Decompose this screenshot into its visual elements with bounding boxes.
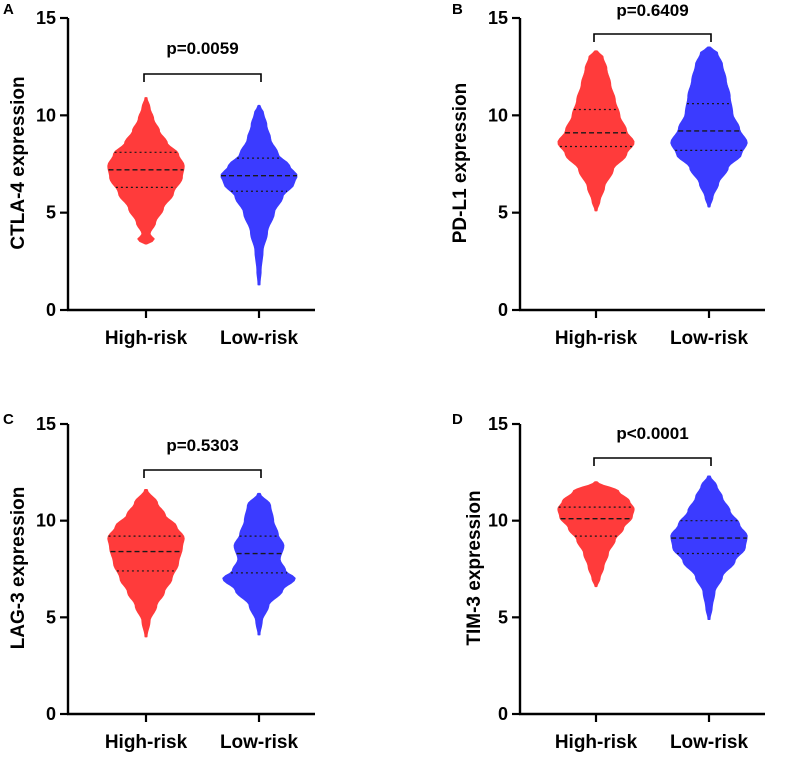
panel-a: A CTLA-4 expression 0 5 10 15 High-risk Low-ris…	[3, 1, 315, 349]
violin-high-risk	[107, 489, 185, 638]
y-tick-label: 5	[498, 607, 508, 627]
y-tick-label: 15	[36, 414, 56, 434]
y-tick-label: 10	[36, 511, 56, 531]
y-tick-label: 0	[498, 300, 508, 320]
significance-bracket	[593, 33, 712, 42]
panel-letter: C	[3, 411, 14, 428]
y-tick-label: 10	[488, 105, 508, 125]
y-axis-label: TIM-3 expression	[464, 490, 485, 645]
violin-high-risk	[557, 481, 635, 588]
significance-bracket	[143, 73, 262, 82]
panel-letter: A	[3, 1, 14, 18]
y-axis-label: CTLA-4 expression	[8, 76, 29, 249]
violin-high-risk	[107, 97, 185, 245]
p-value-label: p=0.6409	[616, 1, 688, 20]
x-tick-label: High-risk	[105, 732, 188, 753]
panel-c: C LAG-3 expression 0 5 10 15 High-risk Low-risk…	[3, 411, 315, 753]
y-tick-label: 5	[46, 203, 56, 223]
y-tick-label: 0	[498, 704, 508, 724]
p-value-label: p<0.0001	[616, 424, 688, 443]
y-axis-label: LAG-3 expression	[8, 487, 29, 650]
y-tick-label: 5	[46, 607, 56, 627]
panel-d: D TIM-3 expression 0 5 10 15 High-risk Low-risk…	[452, 411, 765, 753]
y-tick-label: 15	[488, 414, 508, 434]
violin-low-risk	[222, 492, 296, 636]
panel-letter: D	[452, 411, 463, 428]
y-tick-label: 10	[488, 511, 508, 531]
y-tick-label: 5	[498, 203, 508, 223]
y-tick-label: 0	[46, 300, 56, 320]
y-tick-label: 0	[46, 704, 56, 724]
significance-bracket	[593, 457, 712, 466]
x-tick-label: High-risk	[555, 732, 638, 753]
p-value-label: p=0.5303	[166, 436, 238, 455]
x-tick-label: Low-risk	[220, 732, 299, 753]
x-tick-label: High-risk	[105, 328, 188, 349]
p-value-label: p=0.0059	[166, 39, 238, 58]
x-tick-label: Low-risk	[670, 328, 749, 349]
y-tick-label: 10	[36, 105, 56, 125]
x-tick-label: Low-risk	[670, 732, 749, 753]
x-tick-label: High-risk	[555, 328, 638, 349]
x-tick-label: Low-risk	[220, 328, 299, 349]
significance-bracket	[143, 469, 262, 478]
violin-high-risk	[557, 50, 635, 212]
violin-low-risk	[670, 46, 748, 208]
panel-letter: B	[452, 1, 463, 18]
y-axis-label: PD-L1 expression	[450, 83, 471, 244]
y-tick-label: 15	[36, 8, 56, 28]
panel-b: B PD-L1 expression 0 5 10 15 High-risk Low-risk…	[450, 1, 765, 349]
y-tick-label: 15	[488, 8, 508, 28]
violin-low-risk	[670, 475, 748, 620]
violin-low-risk	[220, 104, 298, 286]
